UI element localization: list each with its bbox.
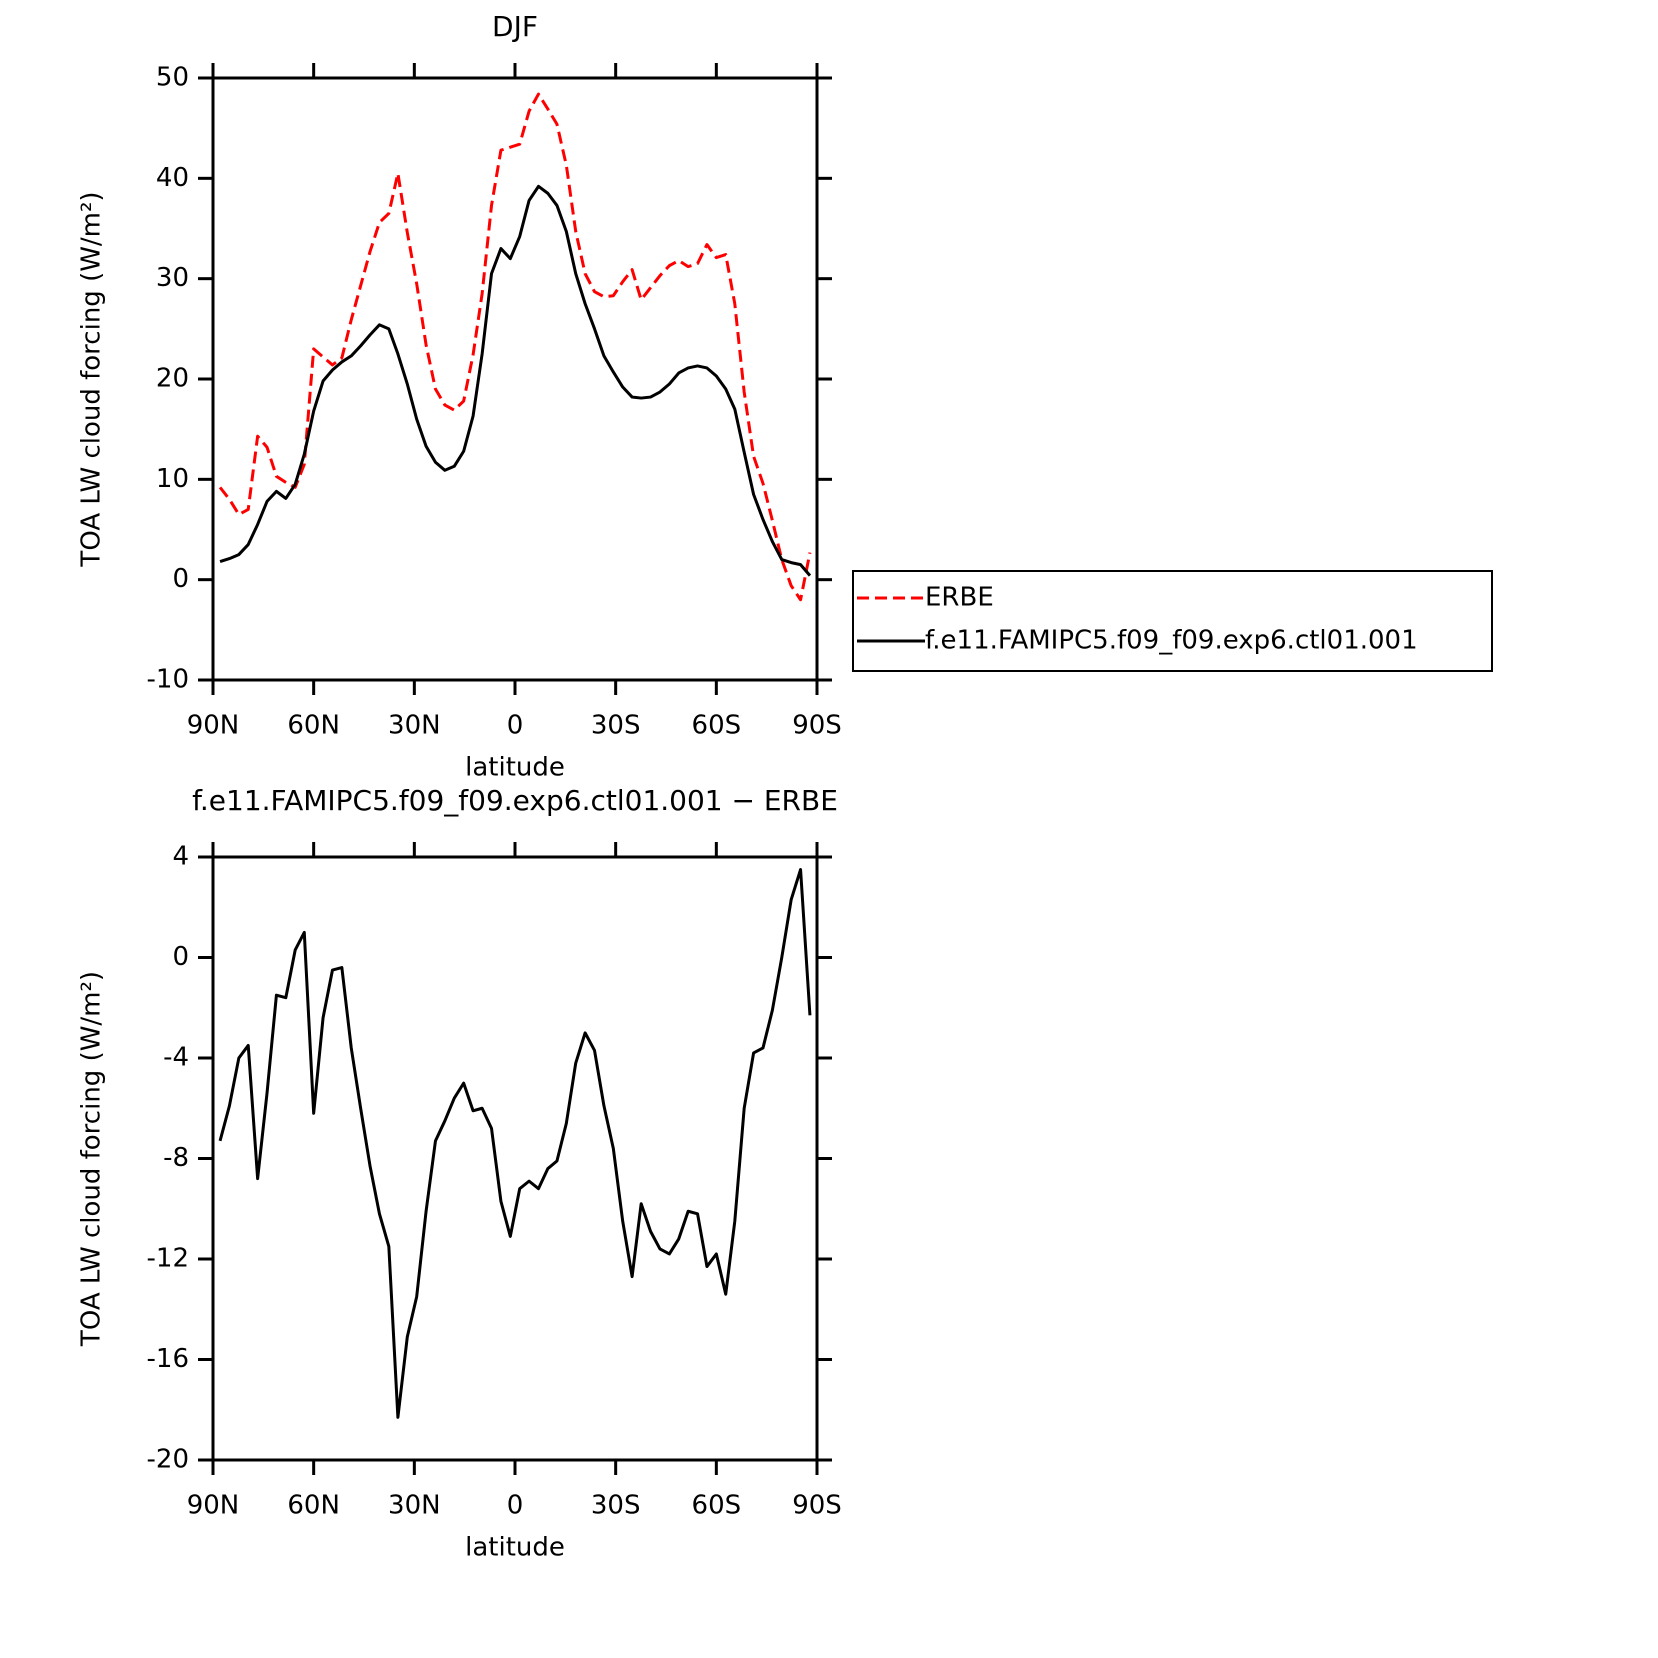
x-tick-label: 30S — [591, 1491, 641, 1521]
y-tick-label: -12 — [147, 1244, 189, 1274]
legend-box — [852, 570, 1493, 672]
x-tick-label: 60S — [692, 711, 742, 741]
x-tick-label: 90S — [792, 1491, 842, 1521]
y-axis-label: TOA LW cloud forcing (W/m²) — [77, 971, 107, 1347]
data-line — [218, 92, 812, 602]
chart-title: f.e11.FAMIPC5.f09_f09.exp6.ctl01.001 − E… — [192, 784, 838, 817]
y-tick-label: 40 — [156, 163, 189, 193]
y-tick-label: -4 — [163, 1043, 189, 1073]
y-tick-label: -16 — [147, 1344, 189, 1374]
y-tick-label: 50 — [156, 63, 189, 93]
y-tick-label: 0 — [172, 564, 189, 594]
x-tick-label: 90N — [187, 1491, 240, 1521]
y-axis-label: TOA LW cloud forcing (W/m²) — [77, 191, 107, 567]
x-tick-label: 30N — [388, 711, 441, 741]
plot-frame — [211, 76, 819, 682]
y-tick-label: -10 — [147, 665, 189, 695]
x-tick-label: 0 — [507, 711, 524, 741]
x-tick-label: 30N — [388, 1491, 441, 1521]
y-tick-label: 0 — [172, 942, 189, 972]
x-axis-label: latitude — [465, 1533, 565, 1563]
y-tick-label: 4 — [172, 842, 189, 872]
x-tick-label: 60N — [287, 711, 340, 741]
x-tick-label: 60S — [692, 1491, 742, 1521]
y-tick-label: 20 — [156, 364, 189, 394]
x-axis-label: latitude — [465, 753, 565, 783]
x-tick-label: 90S — [792, 711, 842, 741]
x-tick-label: 30S — [591, 711, 641, 741]
data-line — [219, 184, 812, 577]
y-tick-label: 10 — [156, 464, 189, 494]
data-line — [218, 868, 812, 1419]
chart-title: DJF — [492, 10, 538, 43]
x-tick-label: 60N — [287, 1491, 340, 1521]
y-tick-label: -8 — [163, 1143, 189, 1173]
x-tick-label: 90N — [187, 711, 240, 741]
x-tick-label: 0 — [507, 1491, 524, 1521]
legend-label: f.e11.FAMIPC5.f09_f09.exp6.ctl01.001 — [925, 626, 1418, 656]
legend-label: ERBE — [925, 583, 994, 613]
y-tick-label: -20 — [147, 1445, 189, 1475]
y-tick-label: 30 — [156, 263, 189, 293]
